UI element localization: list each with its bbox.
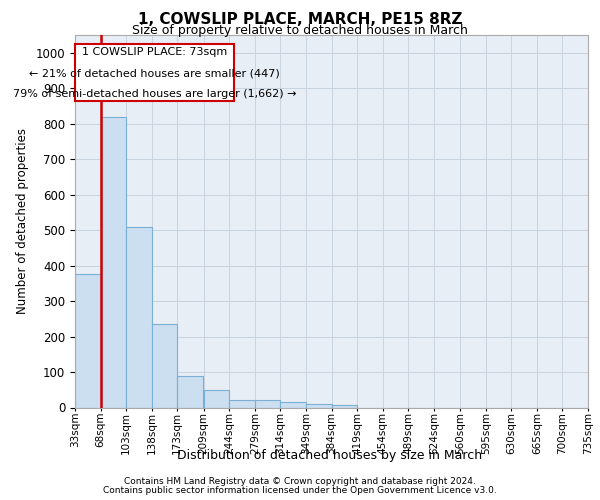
Text: Distribution of detached houses by size in March: Distribution of detached houses by size … bbox=[178, 450, 482, 462]
Text: ← 21% of detached houses are smaller (447): ← 21% of detached houses are smaller (44… bbox=[29, 68, 280, 78]
Text: 79% of semi-detached houses are larger (1,662) →: 79% of semi-detached houses are larger (… bbox=[13, 89, 296, 99]
Bar bbox=[280, 402, 306, 407]
Text: Contains HM Land Registry data © Crown copyright and database right 2024.: Contains HM Land Registry data © Crown c… bbox=[124, 477, 476, 486]
Bar bbox=[126, 226, 152, 408]
Bar bbox=[178, 376, 203, 408]
Bar bbox=[229, 400, 255, 407]
Bar bbox=[255, 400, 280, 407]
Text: 1, COWSLIP PLACE, MARCH, PE15 8RZ: 1, COWSLIP PLACE, MARCH, PE15 8RZ bbox=[138, 12, 462, 28]
Bar bbox=[75, 274, 101, 407]
Bar bbox=[76, 44, 233, 100]
Bar bbox=[306, 404, 332, 407]
Bar bbox=[331, 404, 357, 407]
Y-axis label: Number of detached properties: Number of detached properties bbox=[16, 128, 29, 314]
Text: Size of property relative to detached houses in March: Size of property relative to detached ho… bbox=[132, 24, 468, 37]
Bar bbox=[203, 390, 229, 407]
Text: Contains public sector information licensed under the Open Government Licence v3: Contains public sector information licen… bbox=[103, 486, 497, 495]
Bar bbox=[101, 116, 126, 408]
Bar bbox=[152, 324, 178, 407]
Text: 1 COWSLIP PLACE: 73sqm: 1 COWSLIP PLACE: 73sqm bbox=[82, 46, 227, 56]
